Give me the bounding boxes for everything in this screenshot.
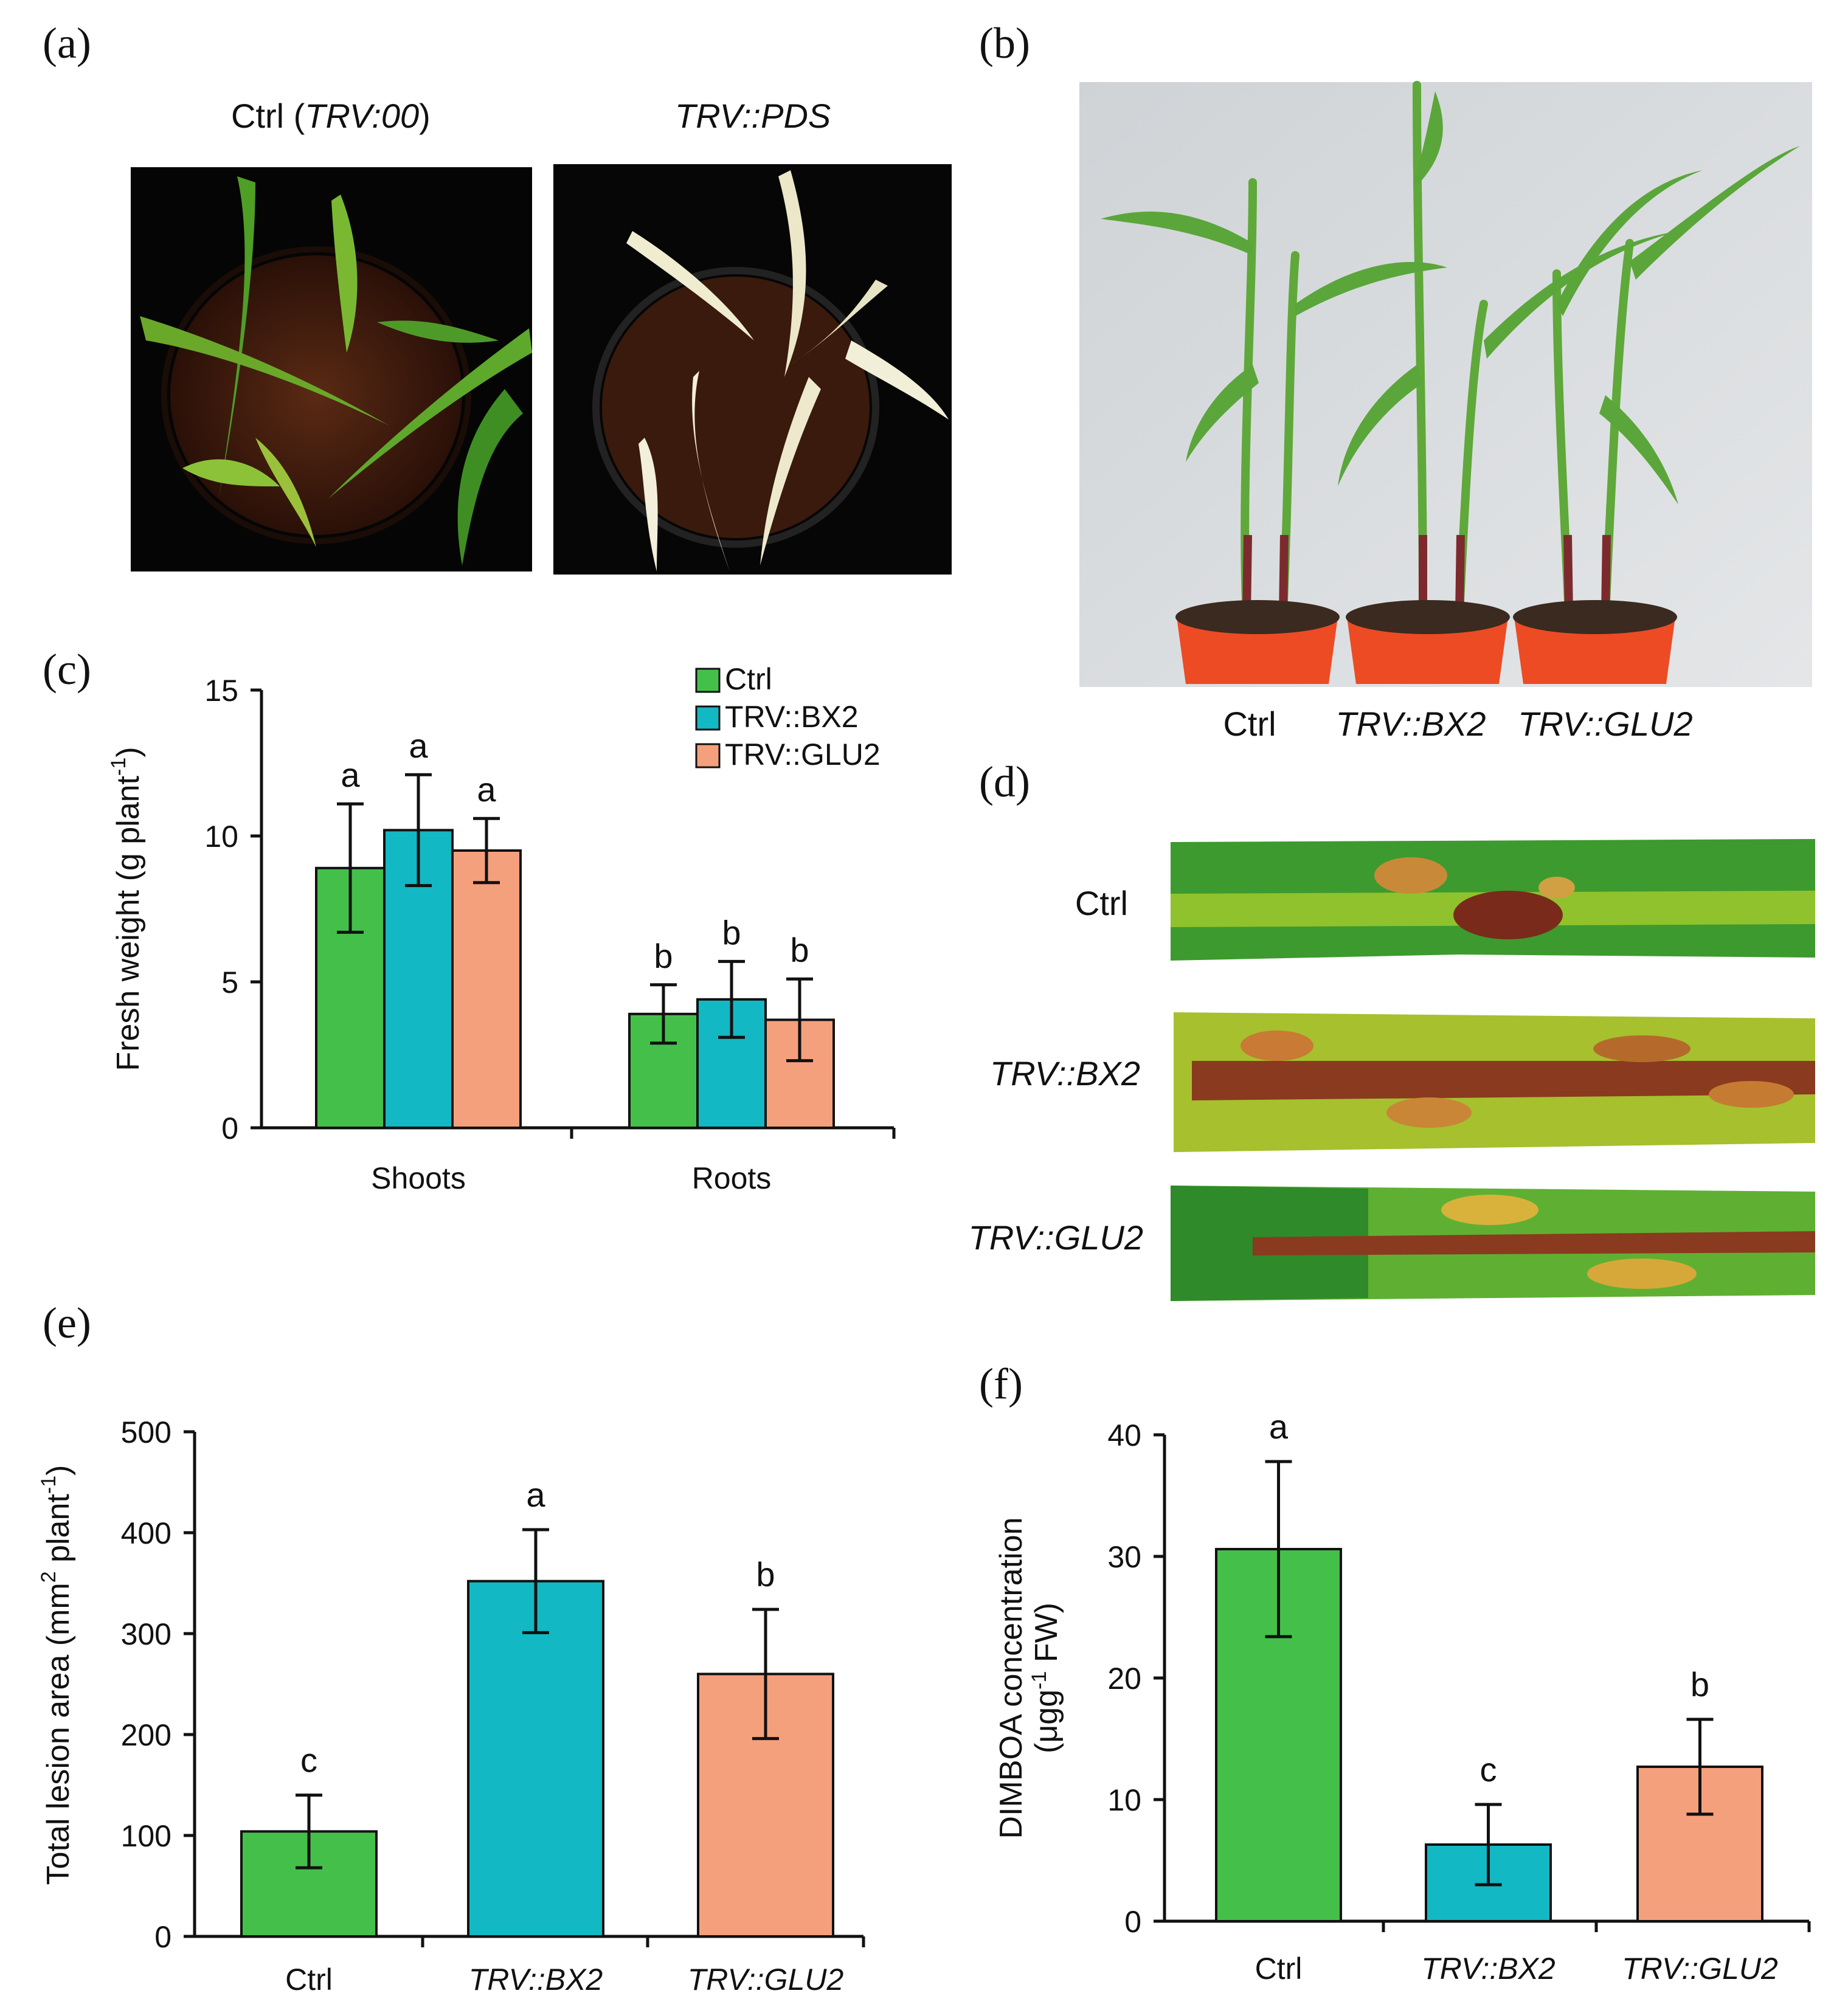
panel-b-caption-glu2: TRV::GLU2 [1518, 705, 1692, 743]
c-ytick-label-3: 15 [204, 674, 238, 708]
c-sig-letter-2-1: b [790, 931, 809, 969]
f-ytick-label-0: 0 [1124, 1905, 1141, 1939]
f-errorbar-2 [1686, 1718, 1714, 1816]
f-ytick-label-2: 20 [1107, 1662, 1141, 1696]
f-category-label-1: TRV::BX2 [1421, 1952, 1556, 1986]
f-sig-letter-0: a [1269, 1407, 1289, 1446]
e-ytick-label-4: 400 [121, 1516, 171, 1550]
panel-b-caption-bx2: TRV::BX2 [1336, 705, 1486, 743]
f-errorbar-1 [1475, 1803, 1502, 1887]
panel-a-left-title: Ctrl (TRV:00) [231, 97, 431, 135]
e-ytick-label-5: 500 [121, 1415, 171, 1449]
c-errorbar-1-1 [718, 959, 745, 1039]
e-sig-letter-2: b [756, 1555, 775, 1593]
c-ytick-label-0: 0 [221, 1111, 238, 1145]
panel-b-label: (b) [979, 19, 1030, 67]
f-sig-letter-1: c [1480, 1750, 1497, 1789]
panel-d-row-ctrl: Ctrl [1075, 884, 1128, 922]
e-errorbar-1 [522, 1528, 549, 1634]
c-bar-TRV::GLU2-Shoots [451, 849, 522, 1129]
c-sig-letter-1-1: b [722, 913, 741, 951]
c-ytick-label-2: 10 [204, 820, 238, 854]
panel-d-row-bx2: TRV::BX2 [990, 1054, 1140, 1093]
leaf-bx2 [1174, 1012, 1815, 1152]
photo-ctrl-plant [131, 167, 532, 571]
panel-a-right-title: TRV::PDS [675, 97, 831, 135]
c-bar-TRV::GLU2-Roots [764, 1018, 835, 1130]
c-legend-swatch-1 [695, 705, 721, 731]
leaf-glu2 [1171, 1186, 1815, 1301]
panel-c-label: (c) [43, 645, 91, 694]
e-bar-TRV::BX2 [467, 1580, 604, 1938]
e-ytick-label-3: 300 [121, 1617, 171, 1651]
e-errorbar-0 [296, 1794, 322, 1870]
c-sig-letter-0-1: b [654, 937, 673, 975]
photo-pds-plant [553, 164, 952, 575]
f-y-axis-title-line2: (μgg-1 FW) [1028, 1603, 1064, 1753]
e-sig-letter-1: a [526, 1476, 545, 1514]
c-category-label-1: Roots [692, 1161, 772, 1195]
panel-d-row-glu2: TRV::GLU2 [969, 1218, 1143, 1257]
c-sig-letter-0-0: a [341, 756, 360, 794]
panel-a: (a) Ctrl (TRV:00) TRV::PDS [43, 19, 952, 575]
panel-b-caption-ctrl: Ctrl [1223, 705, 1276, 743]
f-category-label-0: Ctrl [1255, 1952, 1303, 1986]
panel-b: (b) [979, 19, 1812, 743]
c-legend-swatch-2 [695, 743, 721, 768]
f-sig-letter-2: b [1691, 1665, 1709, 1704]
c-sig-letter-1-0: a [409, 727, 428, 765]
c-category-label-0: Shoots [371, 1161, 466, 1195]
panel-a-label: (a) [43, 19, 91, 67]
c-legend-label-2: TRV::GLU2 [725, 737, 881, 772]
e-y-axis-title: Total lesion area (mm2 plant-1) [37, 1465, 76, 1885]
e-ytick-label-0: 0 [154, 1920, 171, 1954]
c-legend-label-1: TRV::BX2 [725, 700, 859, 734]
c-errorbar-1-0 [405, 773, 432, 888]
leaf-ctrl [1171, 839, 1815, 961]
f-y-axis-title-line1: DIMBOA concentration [994, 1518, 1029, 1839]
chart-fresh-weight: (c) 0 5 10 15 Shoots a a a Roots b b b Fresh weight … [43, 645, 896, 1195]
e-ytick-label-2: 200 [121, 1718, 171, 1752]
c-errorbar-2-0 [473, 817, 500, 885]
panel-e-label: (e) [43, 1299, 91, 1347]
photo-maize-pots [1079, 81, 1812, 687]
f-ytick-label-1: 10 [1107, 1783, 1141, 1817]
f-errorbar-0 [1265, 1460, 1292, 1638]
c-ytick-label-1: 5 [221, 965, 238, 1000]
c-sig-letter-2-0: a [477, 770, 496, 809]
f-category-label-2: TRV::GLU2 [1622, 1952, 1778, 1986]
c-errorbar-0-1 [650, 983, 677, 1045]
panel-d-label: (d) [979, 758, 1030, 806]
c-legend-label-0: Ctrl [725, 662, 772, 696]
pots [1175, 600, 1677, 684]
panel-d: (d) Ctrl TRV::BX2 TRV::GLU2 [969, 758, 1815, 1301]
panel-f-label: (f) [979, 1359, 1023, 1408]
c-errorbar-0-0 [337, 802, 364, 934]
e-sig-letter-0: c [300, 1741, 317, 1780]
e-category-label-2: TRV::GLU2 [688, 1963, 844, 1997]
e-errorbar-2 [752, 1607, 779, 1741]
e-category-label-1: TRV::BX2 [469, 1963, 603, 1997]
f-ytick-label-4: 40 [1107, 1418, 1141, 1452]
e-ytick-label-1: 100 [121, 1819, 171, 1853]
f-ytick-label-3: 30 [1107, 1540, 1141, 1574]
e-category-label-0: Ctrl [285, 1963, 333, 1997]
c-legend-swatch-0 [695, 668, 721, 693]
c-errorbar-2-1 [786, 977, 813, 1063]
c-y-axis-title: Fresh weight (g plant-1) [107, 747, 146, 1071]
